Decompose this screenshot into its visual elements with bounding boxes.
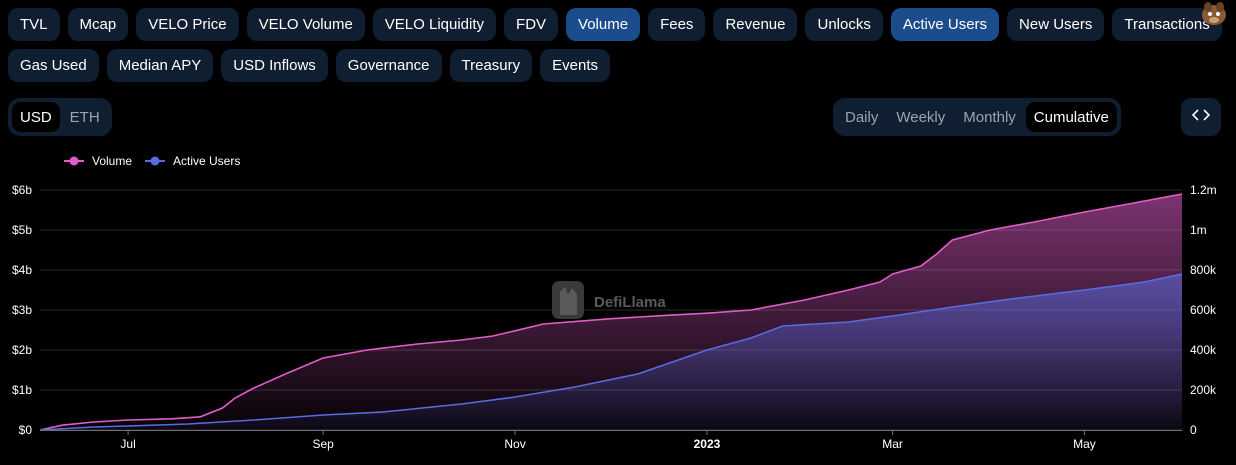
x-tick-label: Mar [882,437,903,451]
period-toggle: Daily Weekly Monthly Cumulative [833,98,1121,136]
metric-toggle-treasury[interactable]: Treasury [449,49,533,82]
period-option-weekly[interactable]: Weekly [896,108,946,126]
metric-toggle-usd-inflows[interactable]: USD Inflows [221,49,328,82]
metric-toggle-velo-liquidity[interactable]: VELO Liquidity [372,8,497,41]
denomination-toggle: USD ETH [8,98,112,136]
metric-row-1: TVL Mcap VELO Price VELO Volume VELO Liquidi… [8,8,1222,41]
y-left-tick-label: $4b [12,263,32,277]
legend: Volume Active Users [64,154,240,168]
y-right-tick-label: 1.2m [1190,183,1217,197]
x-tick-label: May [1073,437,1096,451]
series-line-active-users [39,273,1183,431]
metric-toggle-fees[interactable]: Fees [648,8,706,41]
y-right-tick-label: 600k [1190,303,1217,317]
metric-toggle-velo-price[interactable]: VELO Price [136,8,239,41]
legend-item-active-users[interactable]: Active Users [145,154,240,168]
y-left-tick-label: $5b [12,223,32,237]
defillama-logo-icon [552,281,584,319]
legend-label: Volume [92,154,132,168]
y-right-tick-label: 400k [1190,343,1217,357]
y-left-tick-label: $2b [12,343,32,357]
y-left-tick-label: $6b [12,183,32,197]
metric-toggle-unlocks[interactable]: Unlocks [805,8,883,41]
period-option-daily[interactable]: Daily [845,108,879,126]
chart: DefiLlama $0 $1b $2b $3b $4b $5b $6b 0 200k 400k 6… [12,154,1217,451]
metric-toggle-new-users[interactable]: New Users [1007,8,1105,41]
llama-logo-icon [1198,0,1230,26]
period-option-monthly[interactable]: Monthly [963,108,1016,126]
x-tick-label: 2023 [694,437,721,451]
metric-toggle-velo-volume[interactable]: VELO Volume [246,8,365,41]
y-left-tick-label: $0 [19,423,33,437]
metric-toggle-gas-used[interactable]: Gas Used [8,49,99,82]
y-right-tick-label: 1m [1190,223,1207,237]
legend-label: Active Users [173,154,240,168]
series-area-active-users [40,274,1182,430]
metric-toggle-revenue[interactable]: Revenue [713,8,798,41]
legend-swatch-dot [150,156,160,166]
x-tick-label: Sep [312,437,334,451]
x-tick-label: Jul [120,437,135,451]
legend-swatch-dot [69,156,79,166]
watermark-text: DefiLlama [594,294,666,311]
y-left-tick-label: $3b [12,303,32,317]
period-option-cumulative[interactable]: Cumulative [1025,102,1117,132]
metric-toggle-median-apy[interactable]: Median APY [106,49,214,82]
y-right-tick-label: 200k [1190,383,1217,397]
metric-toggle-mcap[interactable]: Mcap [67,8,129,41]
embed-button[interactable] [1181,98,1221,136]
watermark: DefiLlama [552,281,666,319]
series-line-volume [39,193,1183,431]
denomination-option-usd[interactable]: USD [12,102,60,132]
metric-toggle-governance[interactable]: Governance [335,49,442,82]
metric-toggle-fdv[interactable]: FDV [504,8,559,41]
y-right-tick-label: 800k [1190,263,1217,277]
metric-toggle-events[interactable]: Events [540,49,610,82]
metric-toggle-volume[interactable]: Volume [566,8,641,41]
x-tick-label: Nov [504,437,525,451]
code-icon [1191,108,1211,127]
y-left-tick-label: $1b [12,383,32,397]
metric-toggle-tvl[interactable]: TVL [8,8,60,41]
metric-toggle-active-users[interactable]: Active Users [890,8,1000,41]
legend-item-volume[interactable]: Volume [64,154,132,168]
y-right-tick-label: 0 [1190,423,1197,437]
denomination-option-eth[interactable]: ETH [69,108,100,126]
metric-row-2: Gas Used Median APY USD Inflows Governance T… [8,49,610,82]
